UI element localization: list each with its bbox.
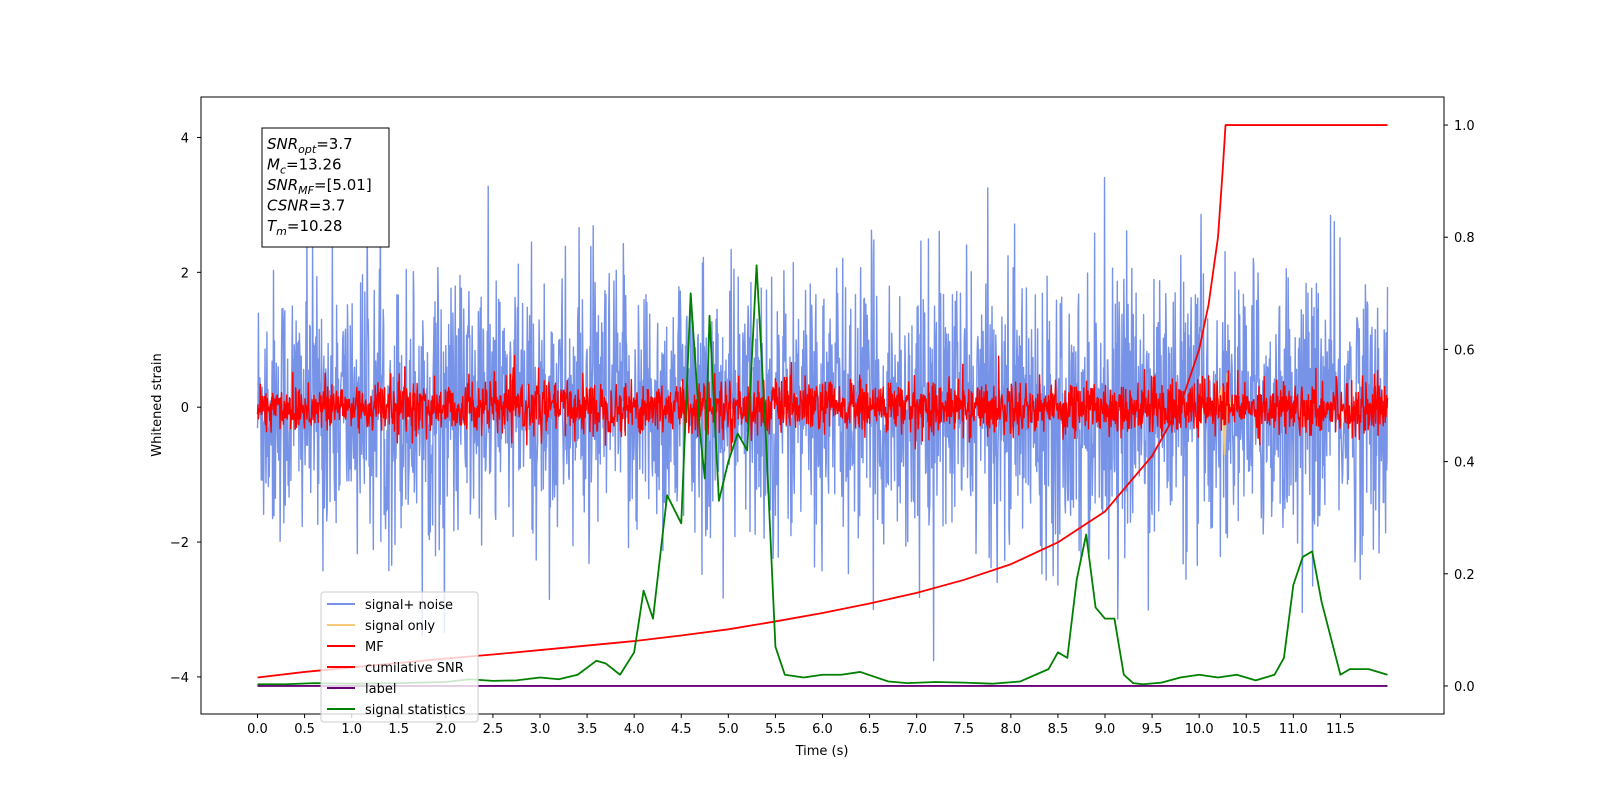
x-tick-label: 4.5	[671, 722, 692, 737]
x-tick-label: 4.0	[624, 722, 645, 737]
y2-tick-label: 0.4	[1454, 456, 1475, 471]
series-line-signal-statistics	[257, 264, 1388, 686]
x-tick-label: 8.5	[1048, 722, 1069, 737]
series-line-mf	[256, 354, 1389, 454]
info-subscript: m	[276, 225, 287, 238]
y2-tick-label: 0.0	[1454, 680, 1475, 695]
info-box-frame	[261, 127, 390, 248]
x-tick-label: 1.0	[341, 722, 362, 737]
info-subscript: c	[280, 164, 286, 177]
y2-ticks: 0.0 0.2 0.4 0.6 0.8 1.0	[1444, 119, 1475, 695]
legend-frame	[320, 591, 479, 723]
x-tick-label: 11.0	[1279, 722, 1308, 737]
y-tick-label: 0	[181, 401, 189, 416]
x-tick-label: 9.0	[1095, 722, 1116, 737]
series-line-signal-noise	[256, 149, 1389, 662]
x-tick-label: 8.0	[1000, 722, 1021, 737]
x-tick-label: 2.0	[435, 722, 456, 737]
y-ticks: −4 −2 0 2 4	[170, 131, 201, 686]
x-tick-label: 11.5	[1326, 722, 1355, 737]
y-tick-label: −2	[170, 536, 189, 551]
info-subscript: opt	[298, 143, 317, 156]
info-subscript: MF	[298, 184, 314, 197]
y2-tick-label: 0.8	[1454, 231, 1475, 246]
info-symbol: M	[267, 156, 280, 174]
x-tick-label: 2.5	[483, 722, 504, 737]
y-tick-label: 4	[181, 131, 189, 146]
x-axis-label: Time (s)	[795, 744, 849, 759]
info-box-line: SNRopt=3.7	[267, 135, 353, 156]
info-value: =[5.01]	[314, 176, 372, 194]
y-tick-label: 2	[181, 266, 189, 281]
x-tick-label: 6.0	[812, 722, 833, 737]
x-tick-label: 3.5	[577, 722, 598, 737]
x-tick-label: 9.5	[1142, 722, 1163, 737]
x-tick-label: 7.0	[906, 722, 927, 737]
x-tick-label: 10.5	[1232, 722, 1261, 737]
legend-label: cumilative SNR	[365, 661, 464, 676]
legend-label: label	[365, 682, 396, 697]
info-box-line: Mc=13.26	[267, 156, 342, 177]
info-value: =3.7	[309, 197, 345, 215]
legend-label: signal+ noise	[365, 598, 453, 613]
x-tick-label: 6.5	[859, 722, 880, 737]
y2-tick-label: 0.2	[1454, 568, 1475, 583]
info-symbol: CSNR	[267, 197, 309, 215]
x-tick-label: 7.5	[953, 722, 974, 737]
legend-label: signal only	[365, 619, 435, 634]
x-tick-label: 5.5	[765, 722, 786, 737]
info-box: SNRopt=3.7Mc=13.26SNRMF=[5.01]CSNR=3.7Tm…	[261, 127, 390, 248]
y-tick-label: −4	[170, 671, 189, 686]
info-symbol: T	[267, 217, 278, 235]
info-value: =3.7	[316, 135, 352, 153]
x-tick-label: 0.0	[247, 722, 268, 737]
info-symbol: SNR	[267, 135, 298, 153]
x-tick-label: 5.0	[718, 722, 739, 737]
y2-tick-label: 1.0	[1454, 119, 1475, 134]
legend-label: MF	[365, 640, 384, 655]
y-axis-label: Whitened strain	[150, 353, 165, 456]
x-tick-label: 0.5	[294, 722, 315, 737]
legend: signal+ noise signal only MF cumilative SNR…	[320, 591, 479, 723]
info-value: =10.28	[287, 217, 343, 235]
x-ticks: 0.0 0.5 1.0 1.5 2.0 2.5 3.0 3.5 4.0 4.5 5.0 5.5 6.0 6…	[247, 714, 1355, 737]
x-tick-label: 10.0	[1185, 722, 1214, 737]
y2-tick-label: 0.6	[1454, 343, 1475, 358]
legend-label: signal statistics	[365, 703, 466, 718]
info-box-line: CSNR=3.7	[267, 197, 345, 215]
x-tick-label: 3.0	[530, 722, 551, 737]
info-symbol: SNR	[267, 176, 298, 194]
x-tick-label: 1.5	[388, 722, 409, 737]
info-value: =13.26	[286, 156, 342, 174]
info-box-line: Tm=10.28	[267, 217, 342, 238]
info-box-line: SNRMF=[5.01]	[267, 176, 372, 197]
